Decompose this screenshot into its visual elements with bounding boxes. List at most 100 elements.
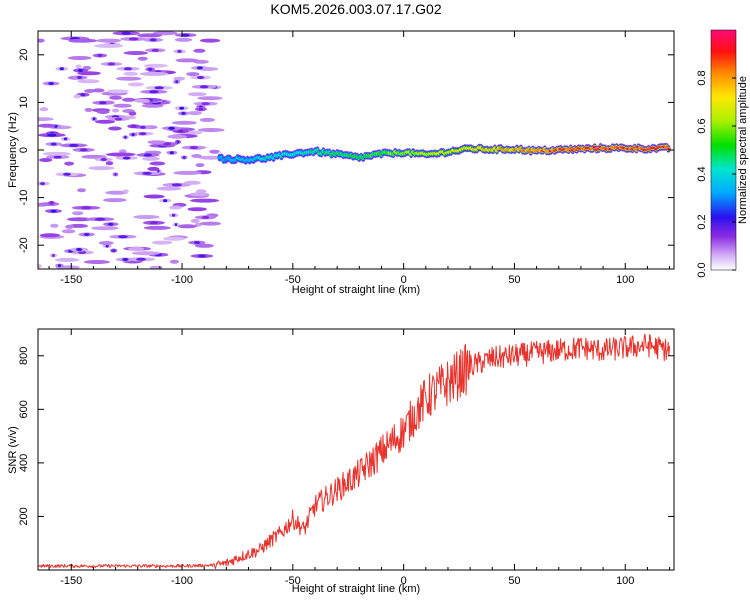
noise-blob	[177, 224, 198, 229]
noise-blob	[108, 126, 122, 131]
noise-blob	[190, 198, 220, 203]
noise-blob	[128, 111, 137, 116]
noise-blob-core	[93, 117, 96, 121]
noise-blob	[199, 117, 215, 122]
noise-blob	[111, 108, 120, 113]
noise-blob	[173, 76, 185, 81]
noise-blob	[91, 226, 119, 231]
noise-blob	[189, 192, 210, 197]
noise-blob-core	[176, 140, 179, 144]
x-tick-label: -50	[285, 575, 301, 587]
noise-blob	[77, 188, 86, 193]
noise-blob-core	[149, 38, 157, 42]
colorbar-tick-label: 0.8	[696, 70, 708, 85]
noise-blob	[65, 224, 74, 229]
noise-blob-core	[47, 133, 57, 137]
noise-blob-core	[40, 182, 46, 186]
noise-blob	[147, 166, 160, 171]
noise-blob	[115, 76, 142, 81]
noise-blob	[105, 161, 114, 166]
noise-blob-core	[124, 135, 127, 139]
noise-blob	[83, 260, 111, 264]
snr-ticks: -150 -100 -50 0 50 100 200 400 600 800	[18, 329, 674, 587]
noise-blob-core	[77, 68, 84, 72]
noise-blob-core	[107, 62, 116, 66]
noise-blob	[88, 166, 115, 171]
noise-blob-core	[97, 54, 103, 57]
x-tick-label: 100	[616, 274, 634, 286]
noise-blob	[209, 149, 220, 154]
snr-marks	[38, 333, 671, 569]
colorbar-label: Normalized spectral amplitude	[737, 76, 749, 224]
noise-blob-core	[193, 241, 200, 245]
noise-blob-core	[177, 49, 182, 53]
noise-blob	[123, 51, 148, 55]
noise-blob	[96, 110, 110, 114]
snr-ylabel: SNR (v/v)	[7, 426, 19, 474]
noise-blob-core	[50, 142, 57, 146]
y-tick-label: 400	[18, 454, 30, 472]
noise-blob-core	[175, 80, 178, 84]
noise-blob	[197, 128, 225, 132]
noise-blob	[131, 251, 160, 256]
noise-blob-core	[76, 76, 83, 79]
noise-blob	[163, 236, 186, 241]
noise-blob	[75, 64, 82, 69]
noise-blob-core	[99, 101, 107, 105]
noise-blob-core	[105, 244, 109, 248]
noise-blob-core	[154, 86, 164, 90]
noise-blob-core	[50, 201, 53, 205]
noise-blob	[50, 223, 59, 228]
noise-blob	[92, 88, 105, 93]
noise-blob	[200, 221, 221, 226]
noise-blob	[39, 107, 49, 112]
noise-blob	[190, 218, 200, 223]
noise-blob	[102, 198, 127, 203]
noise-blob-core	[80, 93, 86, 97]
noise-blob	[106, 89, 130, 94]
noise-blob-core	[199, 85, 209, 89]
y-tick-label: 600	[18, 400, 30, 418]
noise-blob	[144, 63, 168, 68]
noise-blob	[73, 94, 81, 99]
noise-blob	[84, 107, 93, 112]
noise-blob-core	[142, 171, 152, 175]
noise-blob-core	[177, 129, 184, 133]
noise-blob	[141, 103, 164, 108]
noise-blob-core	[174, 223, 178, 227]
noise-blob-core	[121, 31, 131, 35]
noise-blob-core	[122, 156, 131, 160]
noise-blob	[38, 38, 45, 43]
noise-blob	[122, 97, 136, 102]
noise-blob-core	[179, 106, 185, 110]
noise-blob	[95, 119, 115, 124]
noise-blob	[142, 156, 160, 161]
figure-title: KOM5.2026.003.07.17.G02	[270, 1, 441, 17]
noise-blob	[198, 155, 223, 160]
noise-blob	[68, 38, 98, 43]
noise-blob-core	[83, 233, 90, 236]
noise-blob-core	[122, 258, 129, 261]
y-tick-label: 800	[18, 347, 30, 365]
noise-blob-core	[183, 156, 186, 159]
noise-blob	[183, 180, 201, 185]
y-tick-label: -10	[18, 190, 30, 206]
noise-blob	[122, 189, 129, 194]
snr-xlabel: Height of straight line (km)	[292, 583, 420, 595]
colorbar-tick-label: 0.2	[696, 214, 708, 229]
noise-blob	[77, 79, 100, 84]
noise-blob-core	[198, 107, 204, 111]
noise-blob-core	[50, 209, 57, 213]
x-tick-label: 0	[401, 575, 407, 587]
noise-blob-core	[79, 148, 88, 152]
noise-blob-core	[114, 172, 117, 176]
noise-blob-core	[196, 76, 205, 79]
noise-blob	[38, 264, 42, 269]
y-tick-label: -20	[18, 237, 30, 253]
noise-blob-core	[81, 206, 92, 210]
noise-blob	[96, 38, 122, 43]
noise-blob	[194, 243, 214, 248]
noise-blob	[137, 56, 148, 61]
noise-blob	[105, 152, 136, 157]
